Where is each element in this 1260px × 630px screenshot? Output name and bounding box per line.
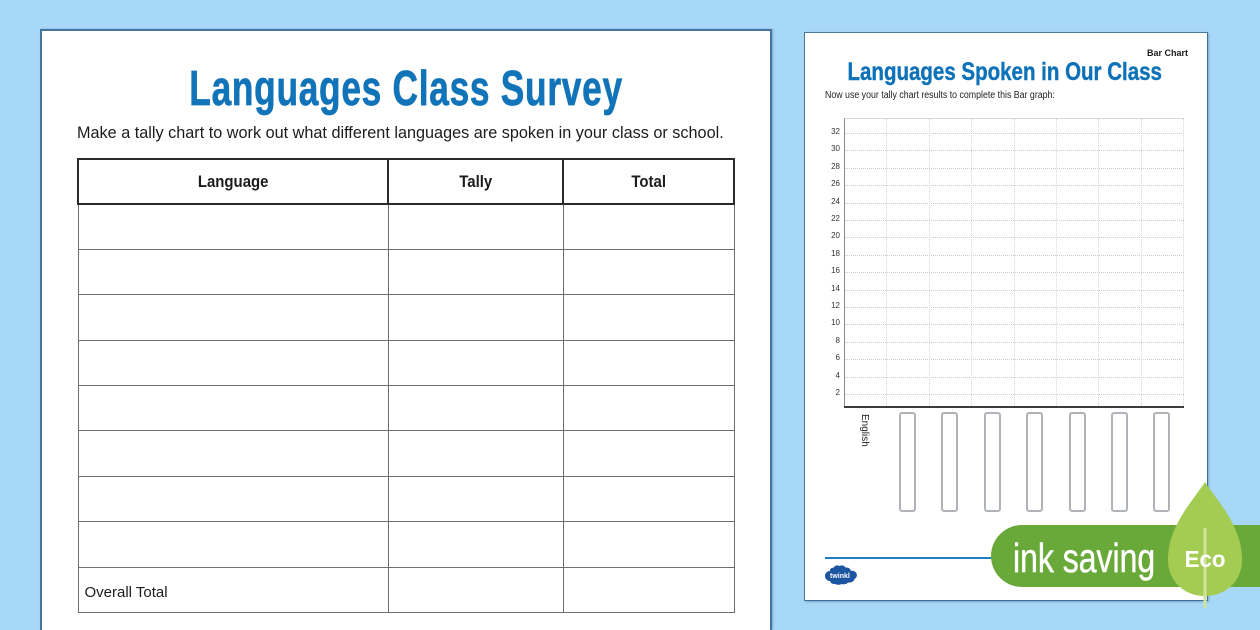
svg-text:twinkl: twinkl <box>830 573 850 580</box>
